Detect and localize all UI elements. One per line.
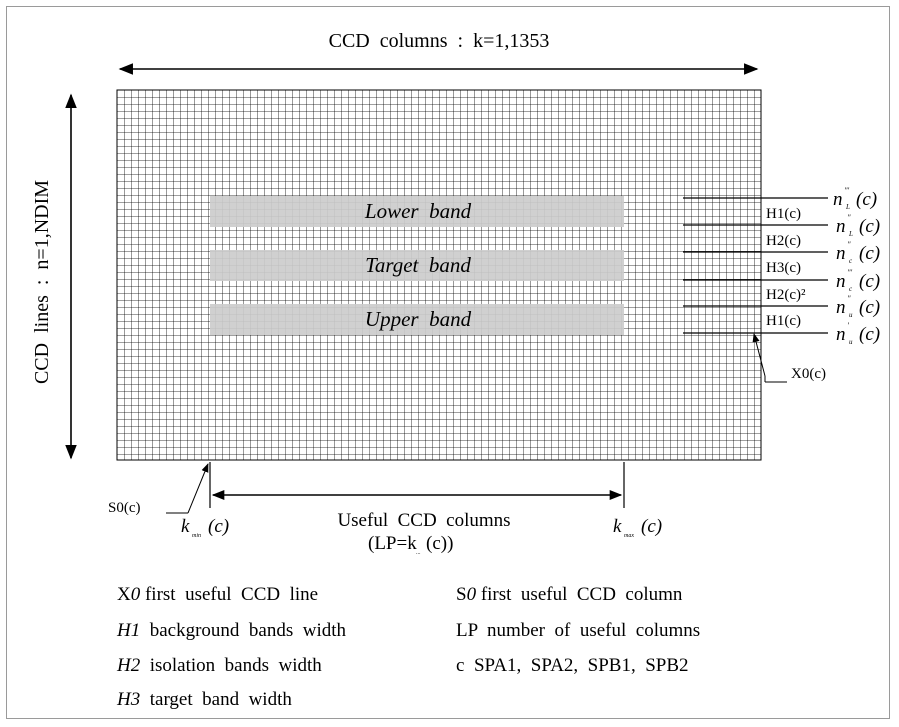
svg-text:(c): (c) [856,189,877,210]
svg-text:'': '' [847,240,851,249]
svg-text:(c): (c) [859,271,880,292]
ccd-lines-label: CCD lines : n=1,NDIM [31,180,53,384]
svg-text:(c)): (c)) [426,533,453,554]
height-label-h2-lower: H2(c) [766,233,801,249]
height-label-h3: H3(c) [766,260,801,276]
svg-text:n: n [836,324,846,345]
n-label-5: n '' u (c) [836,294,880,319]
legend-left-4: H3 target band width [117,689,292,710]
legend-left-1: X0 first useful CCD line [117,584,319,605]
svg-text:(c): (c) [859,297,880,318]
legend-left-2: H1 background bands width [117,620,347,641]
n-label-2: n '' L (c) [836,213,880,238]
figure-frame [6,6,890,719]
svg-text:''': ''' [844,186,849,195]
upper-band [210,304,624,335]
height-label-h1-lower: H1(c) [766,206,801,222]
upper-band-label: Upper band [365,307,472,331]
legend-left-3: H2 isolation bands width [117,655,322,676]
svg-text:c: c [849,257,853,265]
svg-text:u: u [849,311,853,319]
svg-text:n: n [836,297,846,318]
svg-text:n: n [833,189,843,210]
s0-label: S0(c) [108,500,141,516]
legend-right-3: c SPA1, SPA2, SPB1, SPB2 [456,655,689,676]
legend-right-2: LP number of useful columns [456,620,701,641]
svg-text:n: n [836,216,846,237]
svg-text:u: u [849,338,853,346]
svg-text:(LP=k: (LP=k [368,533,417,554]
ccd-columns-label: CCD columns : k=1,1353 [329,30,550,52]
lp-label: (LP=k ... (c)) [368,533,453,556]
svg-text:k: k [613,516,622,537]
level-lines [683,197,828,334]
n-label-6: n ' u (c) [836,321,880,346]
kmax-label: k max (c) [613,516,662,539]
svg-text:''': ''' [847,268,852,277]
svg-text:(c): (c) [859,216,880,237]
svg-text:n: n [836,271,846,292]
useful-columns-label: Useful CCD columns [337,510,510,531]
x0-pointer-arrow [752,333,766,377]
kmin-label: k min (c) [181,516,229,539]
svg-text:c: c [849,285,853,293]
svg-text:(c): (c) [208,516,229,537]
svg-text:...: ... [416,550,421,556]
svg-text:k: k [181,516,190,537]
n-label-3: n '' c (c) [836,240,880,265]
svg-text:max: max [624,533,634,539]
svg-text:n: n [836,243,846,264]
svg-text:'': '' [847,294,851,303]
svg-text:L: L [848,230,853,238]
s0-pointer-arrow [187,463,209,514]
n-label-1: n ''' L (c) [833,186,877,211]
svg-text:'': '' [847,213,851,222]
x0-label: X0(c) [791,366,826,382]
svg-text:(c): (c) [859,324,880,345]
target-band [210,250,624,281]
height-label-h1-upper: H1(c) [766,313,801,329]
n-label-4: n ''' c (c) [836,268,880,293]
target-band-label: Target band [365,253,471,277]
svg-text:min: min [192,533,201,539]
legend-right-1: S0 first useful CCD column [456,584,683,605]
svg-text:': ' [847,321,849,330]
svg-text:(c): (c) [641,516,662,537]
svg-text:(c): (c) [859,243,880,264]
lower-band-label: Lower band [364,199,472,223]
svg-text:L: L [845,203,850,211]
lower-band [210,196,624,227]
height-label-h2-upper: H2(c)² [766,287,806,303]
